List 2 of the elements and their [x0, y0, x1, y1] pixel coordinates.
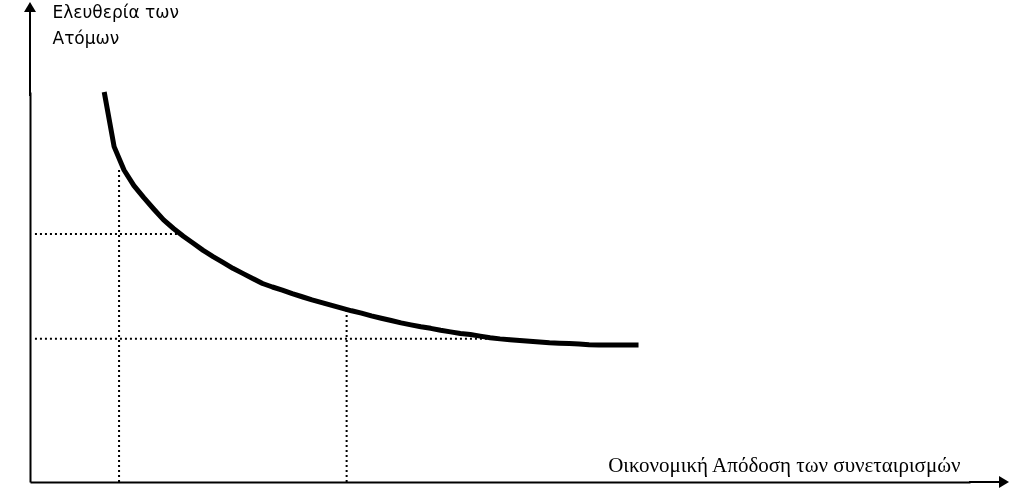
x-axis-title: Οικονομική Απόδοση των συνεταιρισμών [608, 452, 961, 477]
y-axis-title: Ελευθερία των Ατόμων [52, 1, 180, 48]
